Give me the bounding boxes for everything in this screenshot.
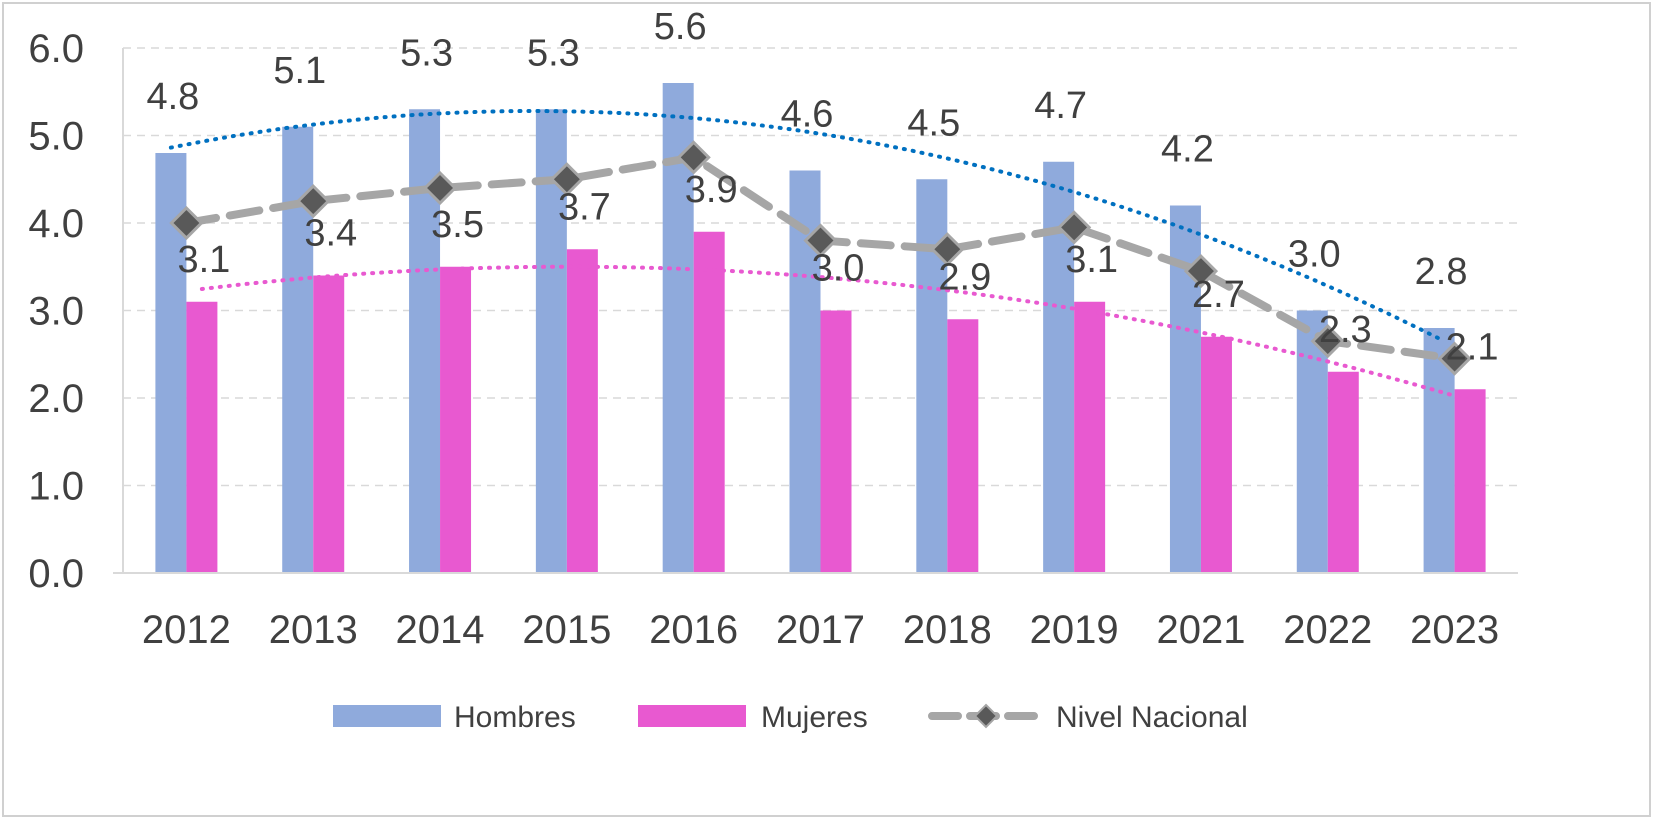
- y-tick-label: 6.0: [28, 27, 84, 71]
- legend-marker-nivel-nacional: [973, 703, 999, 729]
- x-tick-label: 2021: [1156, 608, 1245, 652]
- x-tick-label: 2012: [142, 608, 231, 652]
- data-label-mujeres: 2.7: [1192, 274, 1245, 316]
- data-label-mujeres: 3.5: [431, 204, 484, 246]
- bar-mujeres: [313, 275, 345, 573]
- data-label-hombres: 4.2: [1161, 129, 1214, 171]
- legend: Hombres Mujeres Nivel Nacional: [333, 701, 1248, 734]
- bar-mujeres: [440, 266, 472, 573]
- data-label-mujeres: 3.1: [1065, 239, 1118, 281]
- x-tick-label: 2023: [1410, 608, 1499, 652]
- axes: 0.0 1.0 2.0 3.0 4.0 5.0 6.0 2012 2013 2014 2015 201…: [28, 27, 1518, 652]
- data-label-hombres: 2.8: [1415, 251, 1468, 293]
- bar-mujeres: [186, 301, 218, 573]
- data-label-mujeres: 3.4: [304, 213, 357, 255]
- data-label-mujeres: 2.9: [938, 256, 991, 298]
- marker-nivel-nacional: [296, 184, 331, 219]
- data-labels: 4.8 3.1 5.1 3.4 5.3 3.5 5.3 3.7 5.6 3.9 4.6 3.0 4.5 2…: [146, 6, 1498, 368]
- bar-mujeres: [820, 310, 852, 573]
- x-tick-label: 2015: [522, 608, 611, 652]
- marker-nivel-nacional: [930, 232, 965, 267]
- y-tick-label: 4.0: [28, 202, 84, 246]
- bar-mujeres: [1454, 389, 1486, 573]
- marker-nivel-nacional: [549, 162, 584, 197]
- data-label-hombres: 5.3: [400, 32, 453, 74]
- bar-mujeres: [693, 231, 725, 573]
- data-label-mujeres: 3.9: [685, 169, 738, 211]
- gridlines: [123, 47, 1518, 487]
- marker-nivel-nacional: [803, 223, 838, 258]
- data-label-mujeres: 3.1: [177, 239, 230, 281]
- marker-nivel-nacional: [169, 205, 204, 241]
- data-label-hombres: 4.5: [907, 102, 960, 144]
- data-label-hombres: 4.7: [1034, 85, 1087, 127]
- legend-label-nivel-nacional: Nivel Nacional: [1056, 701, 1248, 734]
- data-label-mujeres: 2.1: [1446, 326, 1499, 368]
- marker-nivel-nacional: [676, 140, 711, 175]
- y-tick-label: 2.0: [28, 377, 84, 421]
- y-tick-label: 1.0: [28, 465, 84, 509]
- legend-label-mujeres: Mujeres: [761, 701, 868, 734]
- data-label-hombres: 4.8: [146, 76, 199, 118]
- x-tick-label: 2022: [1283, 608, 1372, 652]
- y-tick-label: 3.0: [28, 290, 84, 334]
- nivel-nacional-line: [169, 140, 1472, 376]
- trendline-mujeres: [199, 264, 1473, 403]
- x-tick-label: 2018: [903, 608, 992, 652]
- data-label-hombres: 5.1: [273, 50, 326, 92]
- trendline-hombres: [168, 109, 1442, 341]
- marker-nivel-nacional: [1057, 210, 1092, 245]
- x-tick-label: 2017: [776, 608, 865, 652]
- x-tick-label: 2013: [269, 608, 358, 652]
- marker-nivel-nacional: [422, 170, 458, 206]
- bar-mujeres: [1327, 371, 1359, 573]
- x-tick-label: 2019: [1030, 608, 1119, 652]
- marker-nivel-nacional: [1183, 254, 1219, 289]
- data-label-mujeres: 2.3: [1319, 309, 1372, 351]
- marker-nivel-nacional: [1437, 341, 1472, 376]
- x-tick-label: 2014: [396, 608, 485, 652]
- legend-label-hombres: Hombres: [454, 701, 576, 734]
- data-label-hombres: 5.3: [527, 32, 580, 74]
- data-label-mujeres: 3.0: [812, 248, 865, 290]
- legend-swatch-hombres: [333, 705, 441, 727]
- x-tick-label: 2016: [649, 608, 738, 652]
- data-label-hombres: 3.0: [1288, 234, 1341, 276]
- bar-mujeres: [566, 249, 598, 573]
- trendlines: [168, 109, 1473, 403]
- bar-mujeres: [947, 319, 979, 573]
- legend-swatch-mujeres: [638, 705, 746, 727]
- marker-nivel-nacional: [1310, 324, 1345, 359]
- data-label-hombres: 5.6: [654, 6, 707, 48]
- data-label-mujeres: 3.7: [558, 186, 611, 228]
- bars: [155, 83, 1486, 573]
- y-tick-label: 5.0: [28, 115, 84, 159]
- bar-mujeres: [1074, 301, 1106, 573]
- data-label-hombres: 4.6: [781, 94, 834, 136]
- y-tick-label: 0.0: [28, 552, 84, 596]
- bar-mujeres: [1200, 336, 1232, 573]
